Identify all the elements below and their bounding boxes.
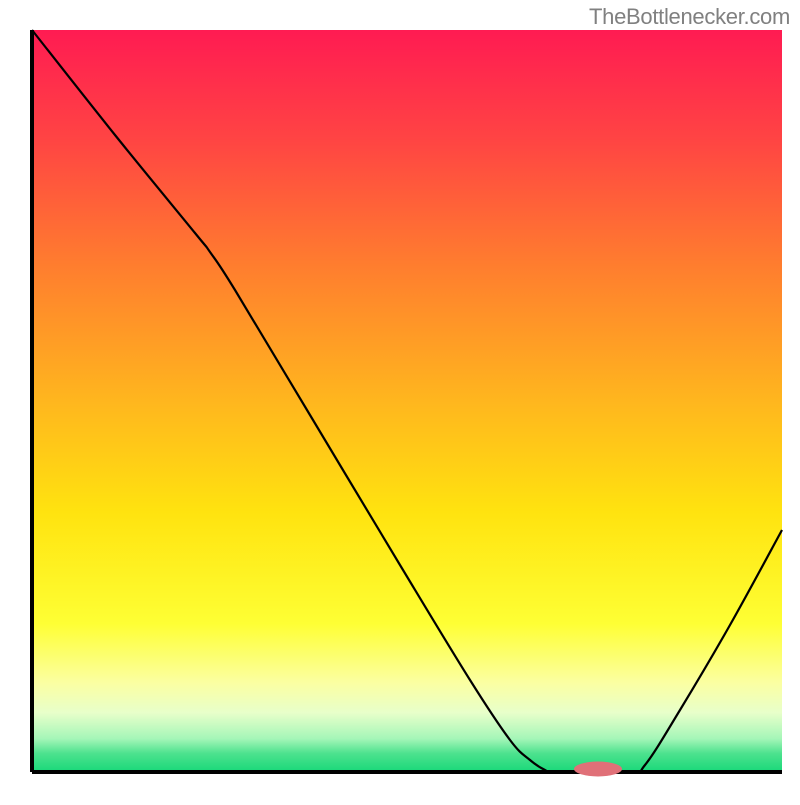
bottleneck-chart: TheBottlenecker.com <box>0 0 800 800</box>
chart-background <box>32 30 782 772</box>
optimal-marker <box>574 762 622 777</box>
chart-svg <box>0 0 800 800</box>
watermark-text: TheBottlenecker.com <box>589 4 790 30</box>
